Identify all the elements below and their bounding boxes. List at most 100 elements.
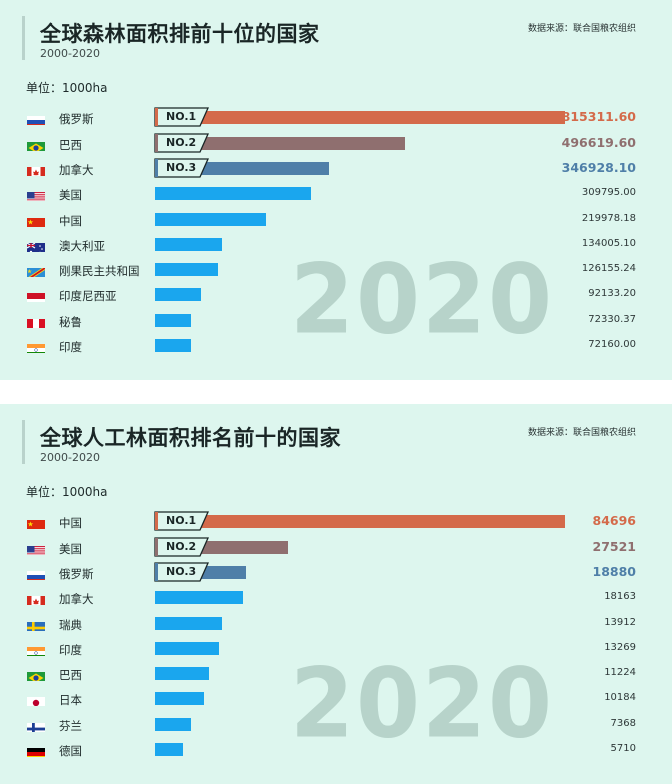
data-source: 数据来源：联合国粮农组织	[527, 24, 636, 34]
bar-row: 印度 72160.00	[0, 335, 672, 360]
value-label: 134005.10	[581, 238, 636, 249]
bar	[155, 339, 192, 352]
flag-india-icon	[27, 644, 45, 656]
category-label: 巴西	[59, 138, 82, 152]
value-label: 11224	[604, 667, 636, 678]
bar-row: 德国 5710	[0, 739, 672, 764]
bar	[155, 642, 220, 655]
category-label: 芬兰	[59, 719, 82, 733]
flag-drc-icon	[27, 265, 45, 277]
bar-row: 巴西 NO.2 496619.60	[0, 133, 672, 158]
bar	[155, 263, 219, 276]
category-label: 刚果民主共和国	[59, 264, 140, 278]
flag-canada-icon	[27, 593, 45, 605]
bar-row: 印度尼西亚 92133.20	[0, 284, 672, 309]
flag-australia-icon	[27, 240, 45, 252]
rank-badge	[154, 107, 210, 127]
flag-japan-icon	[27, 694, 45, 706]
flag-brazil-icon	[27, 669, 45, 681]
value-label: 27521	[592, 539, 637, 554]
flag-usa-icon	[27, 543, 45, 555]
category-label: 印度	[59, 340, 82, 354]
category-label: 印度尼西亚	[59, 289, 117, 303]
value-label: 815311.60	[561, 109, 636, 124]
category-label: 加拿大	[59, 592, 94, 606]
rank-badge	[154, 562, 210, 582]
flag-canada-icon	[27, 164, 45, 176]
category-label: 印度	[59, 643, 82, 657]
title-accent-bar	[22, 16, 25, 60]
flag-india-icon	[27, 341, 45, 353]
category-label: 中国	[59, 214, 82, 228]
bar-row: 芬兰 7368	[0, 714, 672, 739]
flag-china-icon	[27, 517, 45, 529]
bar	[155, 515, 565, 528]
category-label: 澳大利亚	[59, 239, 105, 253]
rank-badge	[154, 133, 210, 153]
bar	[155, 617, 223, 630]
unit-label: 单位：1000ha	[26, 485, 108, 499]
value-label: 92133.20	[588, 288, 636, 299]
flag-finland-icon	[27, 720, 45, 732]
rank-badge-label: NO.3	[166, 161, 197, 174]
bar	[155, 187, 311, 200]
unit-label: 单位：1000ha	[26, 81, 108, 95]
category-label: 俄罗斯	[59, 112, 94, 126]
bar	[155, 591, 243, 604]
rank-badge-label: NO.2	[166, 136, 197, 149]
rank-badge	[154, 537, 210, 557]
value-label: 72330.37	[588, 314, 636, 325]
value-label: 72160.00	[588, 339, 636, 350]
category-label: 俄罗斯	[59, 567, 94, 581]
bar	[155, 667, 210, 680]
rank-badge	[154, 158, 210, 178]
bar-row: 刚果民主共和国 126155.24	[0, 259, 672, 284]
flag-indonesia-icon	[27, 290, 45, 302]
bar-row: 美国 309795.00	[0, 183, 672, 208]
bar-row: 澳大利亚 134005.10	[0, 234, 672, 259]
rank-badge-label: NO.1	[166, 514, 197, 527]
value-label: 219978.18	[581, 213, 636, 224]
value-label: 18163	[604, 591, 636, 602]
flag-russia-icon	[27, 113, 45, 125]
chart-title: 全球人工林面积排名前十的国家	[40, 426, 341, 450]
chart-panel-plantation: 全球人工林面积排名前十的国家 2000-2020 数据来源：联合国粮农组织 单位…	[0, 404, 672, 784]
flag-usa-icon	[27, 189, 45, 201]
bar-row: 中国 NO.1 84696	[0, 511, 672, 536]
value-label: 7368	[610, 718, 636, 729]
value-label: 84696	[592, 513, 637, 528]
chart-panel-forest: 全球森林面积排前十位的国家 2000-2020 数据来源：联合国粮农组织 单位：…	[0, 0, 672, 380]
bar-row: 瑞典 13912	[0, 613, 672, 638]
value-label: 126155.24	[581, 263, 636, 274]
value-label: 13269	[604, 642, 636, 653]
rank-badge-label: NO.3	[166, 565, 197, 578]
bar-row: 日本 10184	[0, 688, 672, 713]
value-label: 10184	[604, 692, 636, 703]
flag-sweden-icon	[27, 619, 45, 631]
category-label: 瑞典	[59, 618, 82, 632]
category-label: 德国	[59, 744, 82, 758]
chart-subtitle: 2000-2020	[40, 451, 100, 464]
bar-row: 俄罗斯 NO.3 18880	[0, 562, 672, 587]
flag-peru-icon	[27, 316, 45, 328]
bar-row: 美国 NO.2 27521	[0, 537, 672, 562]
bar-row: 巴西 11224	[0, 663, 672, 688]
bar	[155, 743, 183, 756]
value-label: 496619.60	[561, 135, 636, 150]
category-label: 中国	[59, 516, 82, 530]
category-label: 巴西	[59, 668, 82, 682]
flag-russia-icon	[27, 568, 45, 580]
bar-row: 印度 13269	[0, 638, 672, 663]
category-label: 美国	[59, 188, 82, 202]
bar	[155, 137, 405, 150]
title-accent-bar	[22, 420, 25, 464]
bar	[155, 718, 191, 731]
rank-badge	[154, 511, 210, 531]
bar	[155, 692, 205, 705]
bar-row: 加拿大 NO.3 346928.10	[0, 158, 672, 183]
chart-title: 全球森林面积排前十位的国家	[40, 22, 320, 46]
flag-brazil-icon	[27, 139, 45, 151]
data-source: 数据来源：联合国粮农组织	[527, 428, 636, 438]
value-label: 5710	[610, 743, 636, 754]
bar-row: 俄罗斯 NO.1 815311.60	[0, 107, 672, 132]
